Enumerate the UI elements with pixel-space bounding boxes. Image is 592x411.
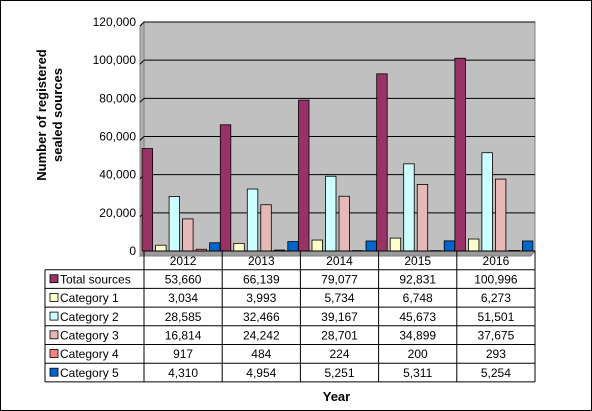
bar	[141, 148, 154, 252]
data-label: 224	[329, 347, 349, 361]
legend-label: Category 4	[60, 347, 119, 361]
bar	[481, 152, 493, 252]
data-label: 6,748	[403, 291, 433, 305]
data-label: 92,831	[399, 272, 436, 286]
data-label: 100,996	[474, 272, 518, 286]
data-label: 5,251	[324, 366, 354, 380]
legend-swatch	[49, 367, 59, 377]
legend-swatch	[49, 311, 59, 321]
x-tick-label: 2014	[326, 254, 353, 268]
data-label: 45,673	[399, 310, 436, 324]
legend-label: Category 3	[60, 329, 119, 343]
y-tick-label: 60,000	[99, 130, 136, 144]
bar	[246, 188, 259, 252]
x-axis-label: Year	[323, 389, 350, 404]
data-label: 28,701	[321, 329, 358, 343]
gridline-side	[139, 136, 145, 141]
legend-label: Category 5	[60, 366, 119, 380]
data-label: 53,660	[165, 272, 202, 286]
bar	[376, 73, 388, 252]
data-label: 24,242	[243, 329, 280, 343]
legend-swatch	[49, 349, 59, 358]
bar	[403, 163, 415, 252]
gridline-side	[139, 21, 145, 27]
legend-swatch	[49, 330, 59, 340]
legend-label: Total sources	[60, 272, 131, 286]
y-tick-label: 120,000	[93, 15, 137, 29]
gridline-side	[139, 97, 145, 103]
bar	[365, 240, 377, 252]
y-tick-label: 100,000	[93, 53, 137, 67]
bar	[287, 241, 299, 252]
y-axis-label: Number of registeredsealed sources	[34, 49, 65, 181]
x-tick-label: 2015	[404, 254, 431, 268]
data-label: 4,310	[168, 366, 198, 380]
data-label: 39,167	[321, 310, 358, 324]
data-label: 5,311	[403, 366, 432, 380]
bar	[389, 237, 402, 252]
data-label: 51,501	[478, 310, 515, 324]
legend-swatch	[49, 274, 59, 284]
data-label: 16,814	[165, 329, 202, 343]
legend-label: Category 2	[60, 310, 119, 324]
data-label: 6,273	[481, 291, 511, 305]
y-tick-label: 80,000	[99, 91, 136, 105]
data-label: 37,675	[478, 329, 515, 343]
data-label: 484	[251, 347, 271, 361]
bar	[298, 99, 310, 252]
data-label: 3,034	[168, 291, 198, 305]
y-tick-label: 0	[129, 244, 136, 258]
y-tick-label: 20,000	[99, 206, 136, 220]
bar	[522, 240, 534, 252]
x-tick-label: 2016	[483, 254, 510, 268]
bar	[182, 218, 194, 252]
bar	[338, 195, 350, 252]
bar	[454, 57, 466, 252]
y-axis-label-line: Number of registered	[34, 49, 49, 181]
legend-label: Category 1	[60, 291, 119, 305]
data-label: 66,139	[243, 272, 280, 286]
bar	[325, 175, 337, 252]
data-label: 293	[486, 347, 506, 361]
bar	[443, 240, 456, 252]
bar	[209, 242, 221, 252]
data-label: 79,077	[321, 272, 358, 286]
data-label: 4,954	[246, 366, 276, 380]
bar	[311, 239, 323, 252]
y-tick-label: 40,000	[99, 168, 136, 182]
bar	[260, 204, 272, 252]
data-label: 34,899	[399, 329, 436, 343]
x-tick-label: 2013	[248, 254, 275, 268]
data-label: 28,585	[165, 310, 202, 324]
legend-swatch	[49, 292, 59, 302]
data-label: 32,466	[243, 310, 280, 324]
bar	[233, 242, 245, 252]
bar	[168, 196, 181, 252]
bar	[219, 124, 232, 252]
data-label: 5,734	[324, 291, 354, 305]
data-label: 200	[408, 347, 428, 361]
data-label: 5,254	[481, 366, 511, 380]
data-label: 3,993	[246, 291, 276, 305]
y-axis-label-line: sealed sources	[50, 68, 65, 162]
bar	[416, 184, 429, 252]
bar	[467, 238, 480, 252]
bar	[494, 178, 507, 252]
data-label: 917	[173, 347, 193, 361]
gridline-side	[139, 59, 145, 65]
bar	[155, 244, 167, 252]
x-tick-label: 2012	[170, 254, 197, 268]
